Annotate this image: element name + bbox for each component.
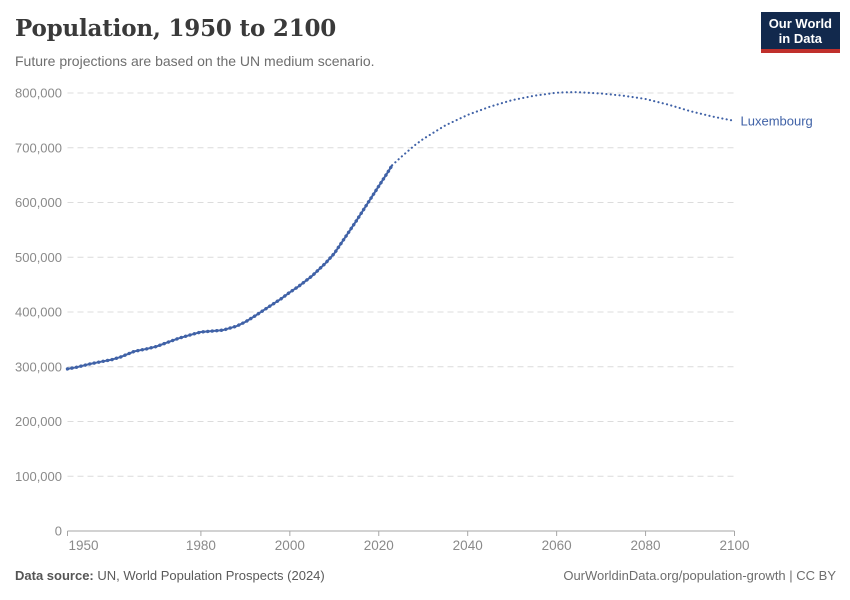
y-tick-label: 600,000 xyxy=(15,195,62,210)
x-tick-label: 2100 xyxy=(719,538,749,553)
x-tick-label: 2060 xyxy=(542,538,572,553)
x-tick-label: 1980 xyxy=(186,538,216,553)
y-tick-label: 700,000 xyxy=(15,140,62,155)
owid-logo[interactable]: Our World in Data xyxy=(760,12,840,53)
x-tick-label: 2040 xyxy=(453,538,483,553)
history-line xyxy=(67,164,393,370)
data-source-label: Data source: xyxy=(15,568,94,583)
y-tick-label: 300,000 xyxy=(15,359,62,374)
x-tick-label: 1950 xyxy=(69,538,99,553)
y-tick-label: 500,000 xyxy=(15,250,62,265)
page-title: Population, 1950 to 2100 xyxy=(15,15,337,42)
data-source: Data source: UN, World Population Prospe… xyxy=(15,568,325,583)
population-line-chart: 0 100,000 200,000 300,000 400,000 500,000 600,… xyxy=(15,86,813,554)
owid-logo-line2: in Data xyxy=(778,31,823,46)
data-source-text: UN, World Population Prospects (2024) xyxy=(97,568,325,583)
series-label-luxembourg: Luxembourg xyxy=(741,113,813,128)
owid-logo-line1: Our World xyxy=(768,16,832,31)
chart-footer: Data source: UN, World Population Prospe… xyxy=(15,568,836,583)
y-tick-label: 100,000 xyxy=(15,469,62,484)
projection-dotted-line xyxy=(391,91,736,167)
y-tick-label: 800,000 xyxy=(15,86,62,101)
chart-subtitle: Future projections are based on the UN m… xyxy=(15,53,375,69)
x-tick-label: 2020 xyxy=(364,538,394,553)
x-tick-label: 2080 xyxy=(631,538,661,553)
y-tick-label: 200,000 xyxy=(15,414,62,429)
owid-url-license-link[interactable]: OurWorldinData.org/population-growth | C… xyxy=(563,568,836,583)
history-line-yearly-dots xyxy=(65,163,394,371)
x-tick-label: 2000 xyxy=(275,538,305,553)
y-tick-label: 0 xyxy=(55,524,62,539)
y-tick-label: 400,000 xyxy=(15,305,62,320)
